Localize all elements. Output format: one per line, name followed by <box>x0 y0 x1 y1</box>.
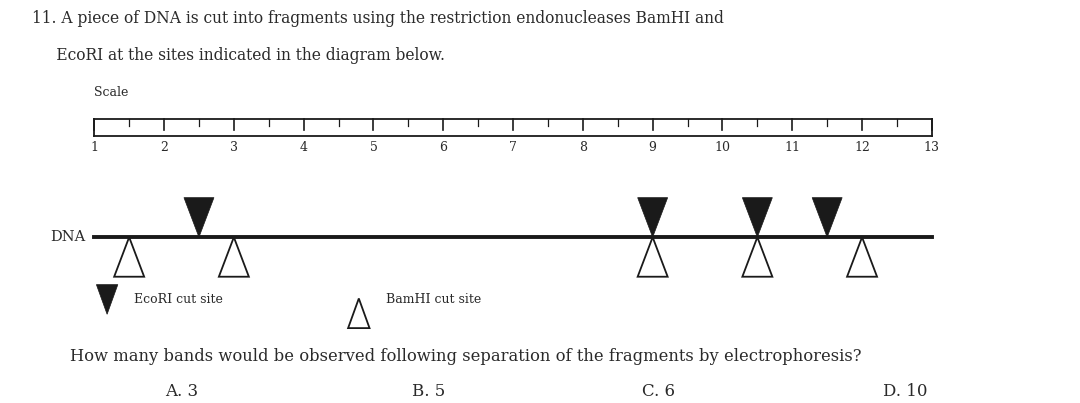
Text: 12: 12 <box>854 141 870 154</box>
Polygon shape <box>812 197 842 237</box>
Text: 1: 1 <box>91 141 98 154</box>
Text: 11: 11 <box>784 141 800 154</box>
Text: EcoRI cut site: EcoRI cut site <box>134 293 222 306</box>
Polygon shape <box>219 237 248 277</box>
Text: 8: 8 <box>579 141 586 154</box>
Polygon shape <box>96 285 118 314</box>
Text: C. 6: C. 6 <box>643 383 675 401</box>
Polygon shape <box>184 197 214 237</box>
Text: 7: 7 <box>509 141 517 154</box>
Text: 9: 9 <box>649 141 657 154</box>
Text: 2: 2 <box>160 141 168 154</box>
Text: DNA: DNA <box>51 230 85 244</box>
Polygon shape <box>637 197 667 237</box>
Text: 5: 5 <box>369 141 377 154</box>
Text: 6: 6 <box>440 141 447 154</box>
Polygon shape <box>847 237 877 277</box>
Text: 10: 10 <box>715 141 730 154</box>
Text: A. 3: A. 3 <box>165 383 199 401</box>
Text: 4: 4 <box>299 141 308 154</box>
Text: Scale: Scale <box>94 86 129 99</box>
Polygon shape <box>348 299 369 328</box>
Text: How many bands would be observed following separation of the fragments by electr: How many bands would be observed followi… <box>69 348 861 365</box>
Text: B. 5: B. 5 <box>411 383 445 401</box>
Text: 11. A piece of DNA is cut into fragments using the restriction endonucleases Bam: 11. A piece of DNA is cut into fragments… <box>32 10 724 27</box>
Text: 13: 13 <box>923 141 940 154</box>
Polygon shape <box>742 197 772 237</box>
Polygon shape <box>742 237 772 277</box>
Polygon shape <box>114 237 144 277</box>
Text: D. 10: D. 10 <box>882 383 928 401</box>
Text: EcoRI at the sites indicated in the diagram below.: EcoRI at the sites indicated in the diag… <box>32 48 445 64</box>
Polygon shape <box>637 237 667 277</box>
Text: BamHI cut site: BamHI cut site <box>386 293 481 306</box>
Text: 3: 3 <box>230 141 238 154</box>
